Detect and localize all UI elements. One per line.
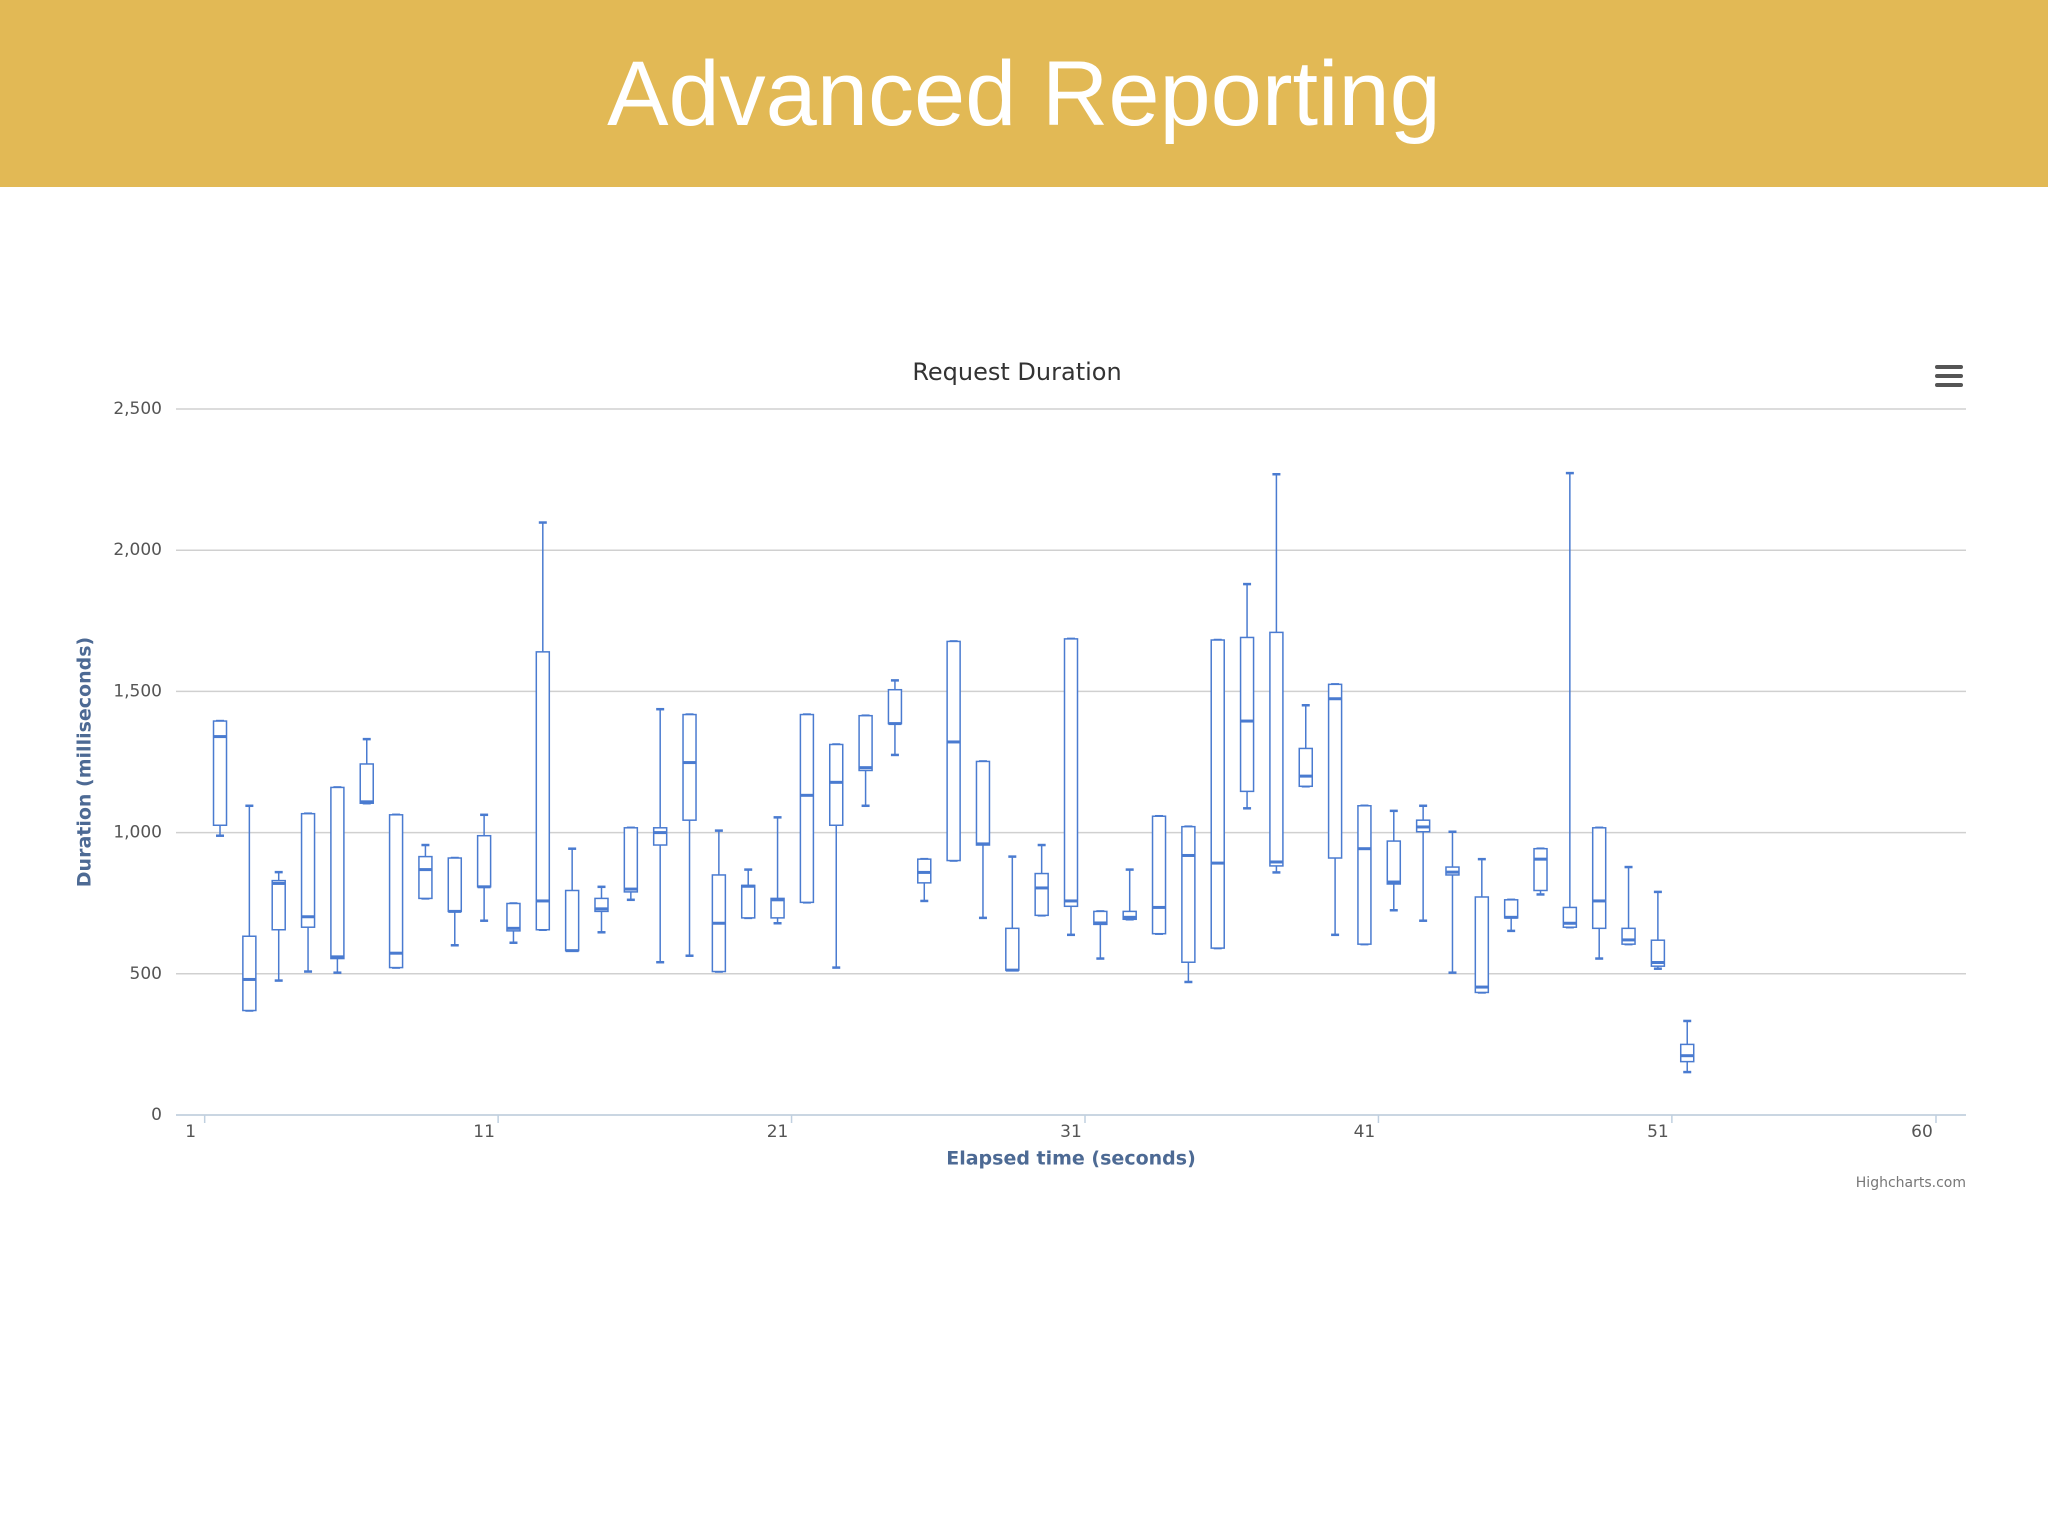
x-tick-label: 11 [473,1122,495,1142]
box [476,834,492,888]
box [1181,825,1196,963]
box [1679,1043,1695,1063]
box [212,720,228,827]
box [1122,910,1137,921]
y-tick-label: 500 [130,964,162,984]
x-axis-title: Elapsed time (seconds) [946,1148,1196,1170]
box [271,879,286,931]
box [1386,840,1402,885]
menu-line [1935,365,1963,369]
box [506,902,521,932]
slide-title: Advanced Reporting [607,43,1441,145]
box [564,889,580,952]
box [1239,636,1255,793]
box [388,814,404,969]
y-tick-label: 2,000 [113,540,162,560]
box [799,713,815,904]
chart-title: Request Duration [912,358,1121,386]
box [1269,631,1284,867]
box [330,786,345,960]
menu-button[interactable] [1935,365,1963,387]
box [858,714,873,772]
box [1327,683,1343,859]
box [1474,896,1490,994]
box [623,827,639,893]
box [1621,927,1636,945]
box [946,640,961,862]
box [418,855,433,900]
box [1151,815,1167,935]
box [1034,872,1049,917]
x-tick-label: 41 [1354,1122,1376,1142]
box [300,812,316,928]
box [1503,899,1519,919]
box [887,688,903,725]
box [1063,638,1079,908]
header-bar: Advanced Reporting [0,0,2048,187]
box [1591,827,1607,930]
box [975,760,991,846]
y-axis-title: Duration (milliseconds) [74,637,96,887]
box [1005,927,1020,971]
box [242,935,257,1012]
menu-line [1935,383,1963,387]
box [740,884,756,919]
x-tick-label: 51 [1647,1122,1669,1142]
box [828,743,844,827]
credits: Highcharts.com [1856,1175,1966,1191]
x-tick-label: 31 [1060,1122,1082,1142]
box [770,897,785,919]
y-tick-label: 2,500 [113,399,162,419]
box [1210,639,1225,949]
box [447,857,463,913]
y-tick-label: 0 [151,1105,162,1125]
box [1357,805,1372,945]
box [1650,939,1666,967]
x-tick-label: 21 [767,1122,789,1142]
box [359,763,374,804]
x-tick-label: 60 [1911,1122,1933,1142]
box [1533,847,1548,892]
y-tick-label: 1,500 [113,681,162,701]
x-tick-label: 1 [185,1122,196,1142]
box [652,827,668,846]
box [682,713,697,821]
box [535,651,551,931]
box [1298,747,1314,788]
y-tick-label: 1,000 [113,823,162,843]
menu-line [1935,374,1963,378]
